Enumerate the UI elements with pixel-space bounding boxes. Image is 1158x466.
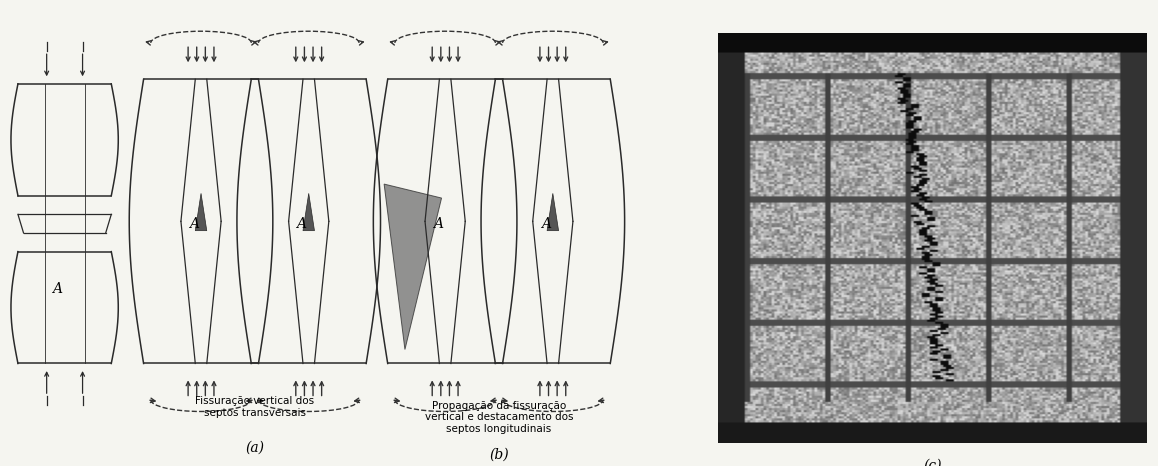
Polygon shape — [547, 193, 558, 231]
Text: A: A — [296, 217, 307, 231]
Polygon shape — [303, 193, 315, 231]
Text: A: A — [189, 217, 199, 231]
Polygon shape — [196, 193, 207, 231]
Text: A: A — [541, 217, 551, 231]
Text: (c): (c) — [923, 459, 941, 466]
Text: A: A — [433, 217, 444, 231]
Text: A: A — [52, 282, 63, 296]
Text: (b): (b) — [489, 447, 508, 461]
Text: (a): (a) — [245, 440, 264, 454]
Text: Fissuração vertical dos
septos transversais: Fissuração vertical dos septos transvers… — [196, 396, 315, 418]
Text: Propagação da fissuração
vertical e destacamento dos
septos longitudinais: Propagação da fissuração vertical e dest… — [425, 401, 573, 434]
Polygon shape — [384, 184, 441, 350]
